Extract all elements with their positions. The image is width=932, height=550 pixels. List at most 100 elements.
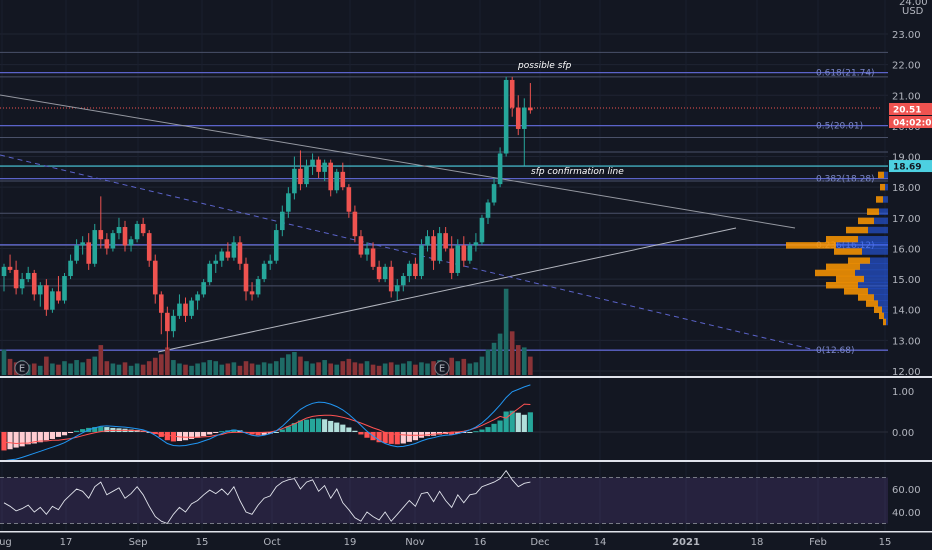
macd-histogram-bar [515,412,521,432]
macd-histogram-bar [104,427,110,432]
price-tick-label: 16.00 [892,244,921,255]
profile-bar-up [855,269,888,277]
profile-bar-up [836,242,888,249]
price-tag-label: 04:02:03 [893,119,932,129]
macd-histogram-bar [261,432,267,435]
candle-body [68,260,73,277]
pane-dividers[interactable] [0,376,932,533]
volume-bar [165,347,170,375]
volume-bar [86,358,91,375]
price-axis[interactable]: 24.00 USD 23.0022.0021.0020.0019.0018.00… [892,0,928,378]
volume-bar [407,361,412,375]
candle-body [419,245,424,277]
time-tick-label: 16 [474,537,487,548]
time-tick-label: Nov [405,537,425,548]
macd-histogram-bar [491,423,497,432]
pane-divider[interactable] [0,531,932,533]
candle-body [146,233,152,261]
profile-bar-down [848,257,870,264]
macd-histogram-bar [7,432,13,450]
earnings-marker-label: E [439,364,445,375]
volume-bar [1,349,7,375]
candle-body [273,230,279,261]
descending-trendline[interactable] [0,94,796,229]
price-tag-line [889,160,932,173]
volume-bar [201,362,206,375]
volume-bar [509,331,515,375]
profile-bar-up [864,275,888,283]
profile-bar-down [858,217,874,225]
macd-histogram-bar [346,427,352,432]
volume-bar [159,354,164,375]
macd-histogram-bar [31,432,37,444]
candle-body [207,263,212,283]
note-sfp-confirmation[interactable]: sfp confirmation line [531,167,624,177]
volume-bar [449,357,454,375]
time-axis[interactable]: Aug 17 Sep 15 Oct 19 Nov 16 Dec 14 2021 18 Feb 15 [0,537,891,548]
pane-divider[interactable] [0,376,932,378]
macd-histogram-bar [485,427,491,432]
time-tick-label: 19 [344,537,357,548]
macd-histogram-bar [279,429,285,432]
volume-bar [382,363,388,375]
macd-histogram-bar [316,418,322,432]
volume-bar [461,358,467,375]
candle-body [255,279,261,295]
candle-body [50,291,55,310]
volume-bar [491,342,497,375]
time-tick-label: Oct [263,537,280,548]
volume-bar [92,356,98,375]
volume-bar [273,361,279,375]
time-tick-label: 2021 [672,537,700,548]
macd-histogram-bar [273,432,279,433]
candle-body [455,245,461,273]
candle-body [80,242,85,246]
candle-body [425,236,430,246]
candle-body [165,312,170,332]
volume-bar [522,347,527,375]
candle-body [38,285,43,295]
candle-body [298,168,303,185]
dashed-fib-trendline[interactable] [0,154,816,351]
time-tick-label: Dec [530,537,549,548]
earnings-marker-label: E [19,364,25,375]
volume-bar [231,362,237,375]
profile-bar-down [867,208,879,215]
note-possible-sfp[interactable]: possible sfp [517,61,572,71]
candle-body [334,171,340,191]
profile-bar-up [878,300,888,307]
volume-bar [358,363,364,375]
rsi-tick-label: 60.00 [892,485,921,496]
earnings-marker-icon[interactable] [14,360,30,376]
volume-bar [322,360,327,375]
candle-body [110,233,116,249]
candle-body [358,236,364,255]
price-tick-label: 22.00 [892,61,921,72]
earnings-marker-icon[interactable] [434,360,450,376]
price-tick-label: 23.00 [892,30,921,41]
candle-body [437,233,442,261]
candle-body [407,263,412,277]
ascending-trendline[interactable] [157,227,737,353]
candle-body [189,300,194,316]
macd-histogram-bar [412,432,418,441]
macd-histogram-bar [67,432,74,433]
candle-body [413,263,418,277]
volume-bar [485,349,491,375]
profile-bar-up [884,171,888,179]
pane-divider[interactable] [0,460,932,462]
macd-histogram-bar [400,432,406,444]
volume-bar [473,362,479,375]
earnings-markers[interactable]: E E [14,360,450,376]
volume-bar [425,363,430,375]
macd-histogram-bar [188,432,195,439]
candle-body [340,171,346,188]
candle-body [503,79,509,154]
candle-body [401,276,406,286]
candle-body [74,245,79,261]
volume-bar [74,360,79,375]
candle-body [201,282,206,295]
profile-bar-up [874,217,888,225]
volume-bar [183,364,188,375]
